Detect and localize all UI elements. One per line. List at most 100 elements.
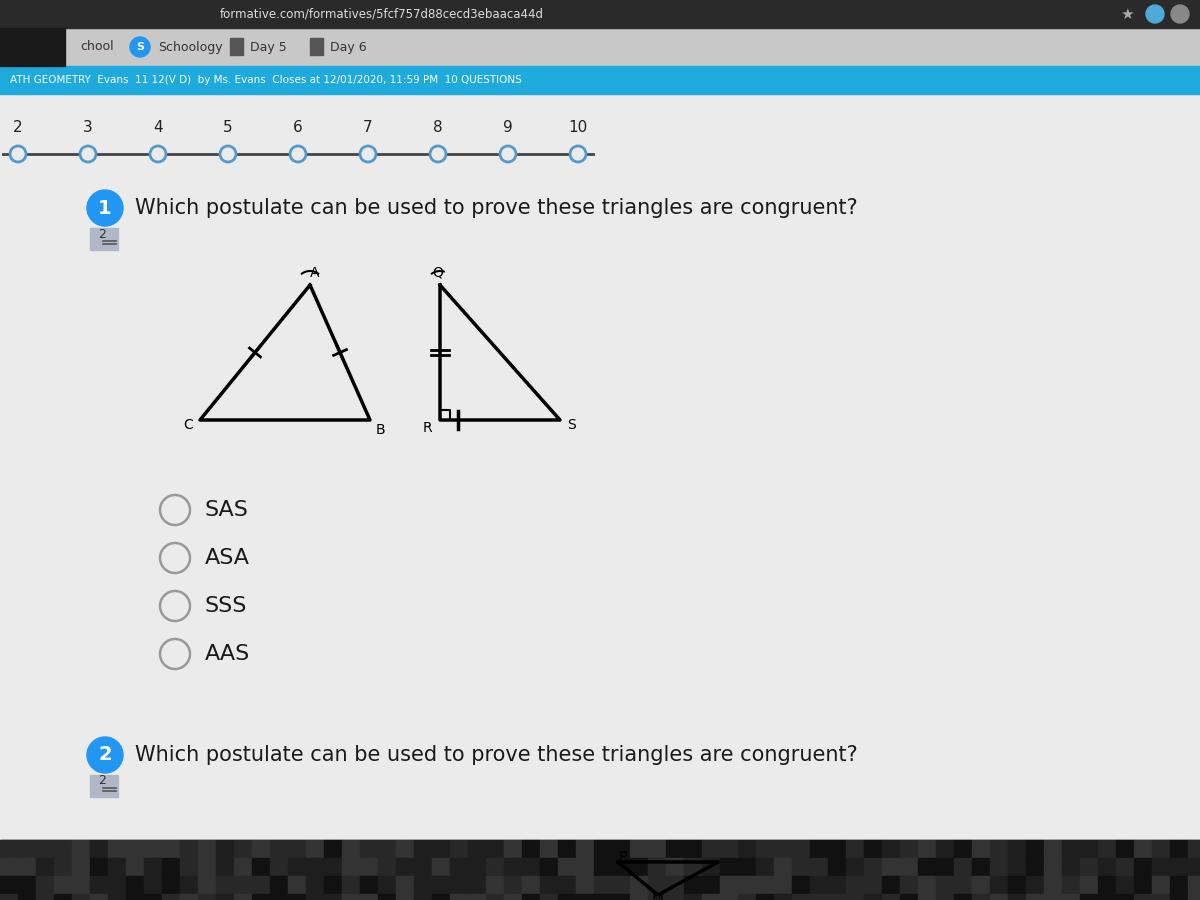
- Bar: [576, 894, 594, 900]
- Bar: [72, 858, 90, 876]
- Bar: [504, 876, 522, 894]
- Bar: [558, 840, 576, 858]
- Bar: [1188, 858, 1200, 876]
- Bar: [990, 858, 1008, 876]
- Text: AAS: AAS: [205, 644, 251, 664]
- Circle shape: [88, 737, 124, 773]
- Bar: [396, 840, 414, 858]
- Text: Which postulate can be used to prove these triangles are congruent?: Which postulate can be used to prove the…: [134, 198, 858, 218]
- Bar: [720, 894, 738, 900]
- Text: 7: 7: [364, 121, 373, 136]
- Text: SSS: SSS: [205, 596, 247, 616]
- Bar: [1116, 858, 1134, 876]
- Text: S: S: [136, 42, 144, 52]
- Bar: [270, 876, 288, 894]
- Bar: [0, 894, 18, 900]
- Bar: [0, 28, 1200, 66]
- Bar: [324, 876, 342, 894]
- Text: 4: 4: [154, 121, 163, 136]
- Text: Which postulate can be used to prove these triangles are congruent?: Which postulate can be used to prove the…: [134, 745, 858, 765]
- Text: formative.com/formatives/5fcf757d88cecd3ebaaca44d: formative.com/formatives/5fcf757d88cecd3…: [220, 7, 544, 21]
- Bar: [1062, 894, 1080, 900]
- Bar: [144, 876, 162, 894]
- Bar: [90, 858, 108, 876]
- Bar: [468, 840, 486, 858]
- Bar: [1008, 858, 1026, 876]
- Text: R: R: [422, 421, 432, 435]
- Bar: [342, 858, 360, 876]
- Bar: [1134, 840, 1152, 858]
- Bar: [1098, 858, 1116, 876]
- Bar: [0, 858, 18, 876]
- Bar: [108, 876, 126, 894]
- Bar: [306, 858, 324, 876]
- Bar: [846, 876, 864, 894]
- Bar: [126, 840, 144, 858]
- Bar: [882, 858, 900, 876]
- Bar: [18, 876, 36, 894]
- Bar: [900, 876, 918, 894]
- Bar: [1188, 840, 1200, 858]
- Bar: [180, 858, 198, 876]
- Bar: [666, 840, 684, 858]
- Bar: [310, 38, 323, 55]
- Bar: [342, 876, 360, 894]
- Circle shape: [1146, 5, 1164, 23]
- Bar: [90, 876, 108, 894]
- Bar: [918, 876, 936, 894]
- Bar: [378, 858, 396, 876]
- Bar: [756, 876, 774, 894]
- Circle shape: [360, 146, 376, 162]
- Circle shape: [290, 146, 306, 162]
- Bar: [522, 876, 540, 894]
- Circle shape: [160, 495, 190, 525]
- Bar: [954, 840, 972, 858]
- Bar: [54, 858, 72, 876]
- Bar: [1044, 858, 1062, 876]
- Bar: [486, 858, 504, 876]
- Bar: [324, 858, 342, 876]
- Bar: [720, 876, 738, 894]
- Bar: [414, 840, 432, 858]
- Bar: [198, 876, 216, 894]
- Bar: [54, 894, 72, 900]
- Bar: [702, 894, 720, 900]
- Bar: [936, 876, 954, 894]
- Bar: [468, 876, 486, 894]
- Bar: [72, 876, 90, 894]
- Bar: [306, 840, 324, 858]
- Bar: [522, 894, 540, 900]
- Bar: [1008, 840, 1026, 858]
- Bar: [234, 876, 252, 894]
- Bar: [648, 894, 666, 900]
- Bar: [522, 840, 540, 858]
- Text: 9: 9: [503, 121, 512, 136]
- Bar: [198, 840, 216, 858]
- Bar: [774, 858, 792, 876]
- Bar: [936, 858, 954, 876]
- Bar: [1080, 894, 1098, 900]
- Bar: [108, 894, 126, 900]
- Bar: [594, 894, 612, 900]
- Bar: [828, 894, 846, 900]
- Bar: [1170, 876, 1188, 894]
- Bar: [126, 894, 144, 900]
- Bar: [900, 894, 918, 900]
- Bar: [810, 858, 828, 876]
- Bar: [1152, 876, 1170, 894]
- Bar: [738, 894, 756, 900]
- Bar: [18, 840, 36, 858]
- Circle shape: [80, 146, 96, 162]
- Bar: [216, 840, 234, 858]
- Bar: [180, 876, 198, 894]
- Bar: [486, 876, 504, 894]
- Bar: [954, 876, 972, 894]
- Bar: [900, 858, 918, 876]
- Bar: [396, 858, 414, 876]
- Bar: [252, 858, 270, 876]
- Bar: [540, 876, 558, 894]
- Bar: [666, 858, 684, 876]
- Bar: [1134, 858, 1152, 876]
- Bar: [594, 840, 612, 858]
- Bar: [684, 858, 702, 876]
